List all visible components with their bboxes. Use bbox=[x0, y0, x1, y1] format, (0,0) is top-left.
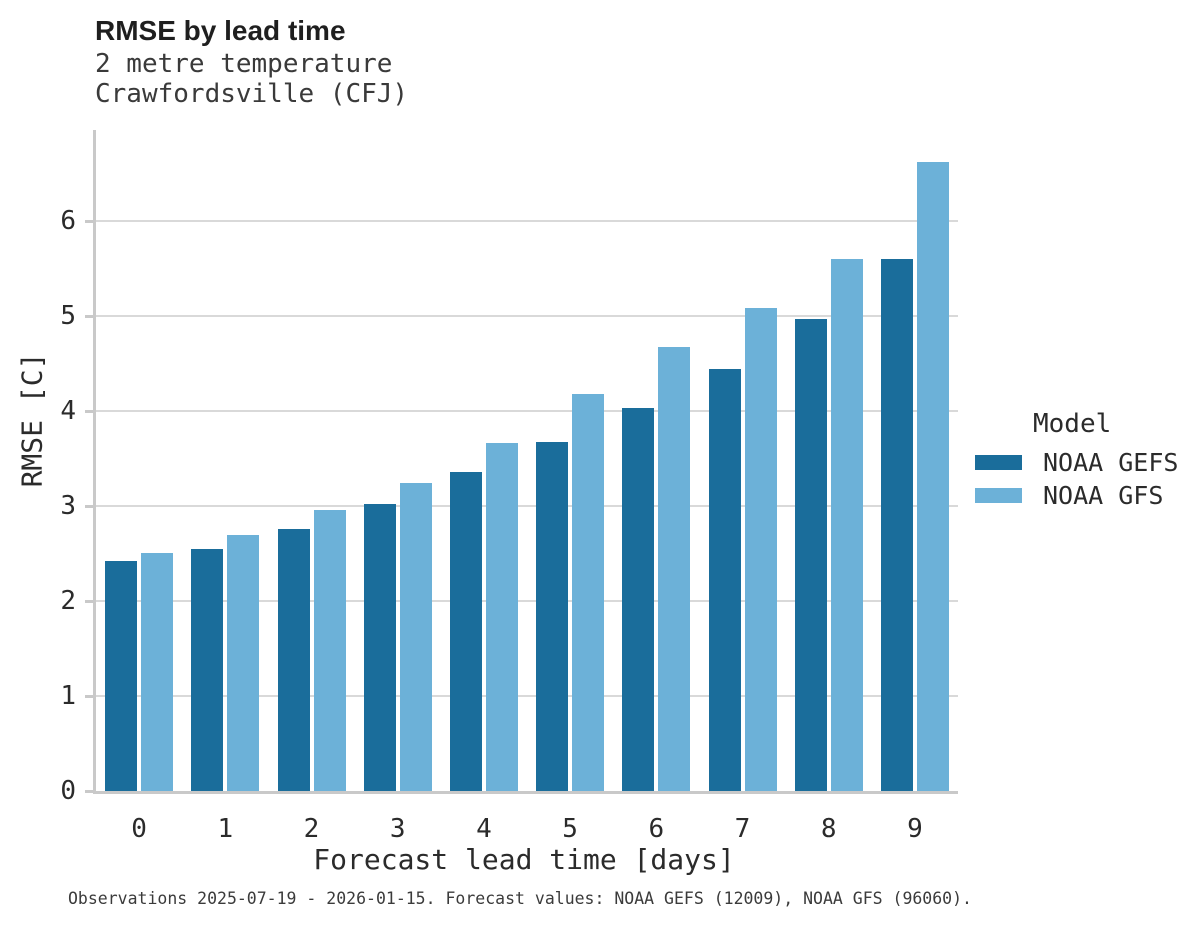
x-tick-label: 2 bbox=[303, 814, 320, 844]
bar-noaa-gfs-7 bbox=[744, 307, 777, 791]
y-tick-mark bbox=[85, 314, 96, 318]
y-tick-mark bbox=[85, 599, 96, 603]
bar-noaa-gefs-0 bbox=[105, 561, 138, 791]
y-tick-mark bbox=[85, 694, 96, 698]
bar-noaa-gefs-8 bbox=[794, 319, 827, 791]
bar-noaa-gefs-2 bbox=[277, 528, 310, 791]
x-tick-label: 3 bbox=[389, 814, 406, 844]
bar-noaa-gefs-5 bbox=[536, 441, 569, 791]
bar-noaa-gfs-0 bbox=[141, 552, 174, 791]
gridline bbox=[96, 410, 958, 413]
y-tick-mark bbox=[85, 504, 96, 508]
bar-noaa-gefs-1 bbox=[191, 548, 224, 791]
legend-label: NOAA GFS bbox=[1043, 481, 1164, 510]
plot-area: 0 1 2 3 4 5 6 0 1 2 3 4 5 6 7 8 9 bbox=[60, 130, 958, 844]
chart-subtitle-line-1: 2 metre temperature bbox=[95, 49, 393, 79]
x-tick-label: 0 bbox=[131, 814, 147, 844]
x-tick-label: 4 bbox=[476, 814, 492, 844]
legend-label: NOAA GEFS bbox=[1043, 448, 1179, 477]
y-tick-mark bbox=[85, 789, 96, 793]
bar-noaa-gefs-4 bbox=[449, 471, 482, 791]
x-axis-label: Forecast lead time [days] bbox=[313, 843, 735, 876]
y-tick-mark bbox=[85, 219, 96, 223]
bar-noaa-gfs-5 bbox=[572, 394, 605, 791]
y-tick-mark bbox=[85, 409, 96, 413]
gridline bbox=[96, 695, 958, 698]
bar-noaa-gefs-7 bbox=[708, 369, 741, 791]
bar-noaa-gfs-1 bbox=[227, 534, 260, 791]
chart-subtitle: 2 metre temperature Crawfordsville (CFJ) bbox=[95, 49, 408, 109]
bar-noaa-gfs-3 bbox=[399, 483, 432, 791]
x-tick-label: 8 bbox=[820, 814, 837, 844]
gridline bbox=[96, 315, 958, 318]
legend-swatch-noaa-gfs bbox=[975, 488, 1022, 503]
legend-item: NOAA GFS bbox=[975, 481, 1178, 510]
legend-items: NOAA GEFS NOAA GFS bbox=[975, 448, 1179, 510]
x-tick-label: 9 bbox=[907, 814, 923, 844]
bar-noaa-gfs-4 bbox=[485, 443, 518, 791]
y-tick-label: 4 bbox=[60, 396, 76, 427]
gridline bbox=[96, 220, 958, 223]
bar-noaa-gefs-3 bbox=[363, 504, 396, 791]
bar-noaa-gfs-6 bbox=[658, 346, 691, 791]
x-tick-label: 7 bbox=[734, 814, 751, 844]
y-tick-label: 6 bbox=[60, 206, 76, 237]
y-tick-label: 2 bbox=[60, 586, 76, 617]
chart-title: RMSE by lead time bbox=[95, 15, 346, 46]
gridline bbox=[96, 600, 958, 603]
bar-noaa-gefs-9 bbox=[880, 259, 913, 791]
legend-swatch-noaa-gefs bbox=[975, 455, 1022, 470]
legend-item: NOAA GEFS bbox=[975, 448, 1179, 477]
bar-noaa-gfs-9 bbox=[916, 162, 949, 791]
y-tick-label: 5 bbox=[60, 301, 76, 332]
bar-noaa-gfs-2 bbox=[313, 509, 346, 791]
y-tick-label: 0 bbox=[60, 776, 76, 806]
gridline bbox=[96, 505, 958, 508]
bar-noaa-gfs-8 bbox=[830, 259, 863, 791]
chart-subtitle-line-2: Crawfordsville (CFJ) bbox=[95, 79, 409, 109]
bar-noaa-gefs-6 bbox=[622, 408, 655, 791]
footer-caption: Observations 2025-07-19 - 2026-01-15. Fo… bbox=[68, 889, 972, 908]
x-tick-label: 5 bbox=[562, 814, 578, 844]
y-tick-label: 1 bbox=[60, 681, 76, 712]
y-tick-label: 3 bbox=[60, 491, 76, 522]
x-tick-label: 6 bbox=[648, 814, 665, 844]
x-tick-label: 1 bbox=[217, 814, 234, 844]
legend-title: Model bbox=[1033, 409, 1112, 439]
legend: Model NOAA GEFS NOAA GFS bbox=[975, 409, 1179, 510]
